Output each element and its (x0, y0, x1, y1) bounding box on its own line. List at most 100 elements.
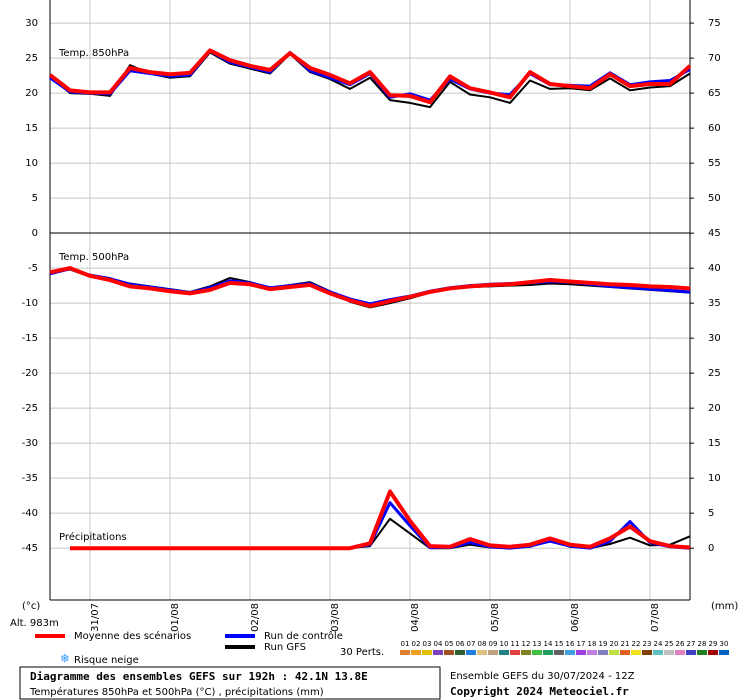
pert-swatch (686, 650, 696, 655)
y-tick-label: 5 (32, 193, 38, 204)
pert-swatch (499, 650, 509, 655)
y-tick-label: 15 (25, 123, 38, 134)
pert-label: 18 (588, 640, 597, 648)
y2-tick-label: 70 (708, 53, 721, 64)
x-tick-label: 03/08 (330, 603, 341, 632)
label-500: Temp. 500hPa (58, 252, 129, 263)
footer-box (19, 666, 441, 700)
y-tick-label: 20 (25, 88, 38, 99)
pert-label: 24 (654, 640, 663, 648)
pert-swatch (444, 650, 454, 655)
pert-label: 13 (533, 640, 542, 648)
pert-swatch (400, 650, 410, 655)
y2-tick-label: 35 (708, 298, 721, 309)
pert-label: 12 (522, 640, 531, 648)
y-unit: (°c) (22, 601, 40, 612)
pert-label: 27 (687, 640, 696, 648)
pert-label: 17 (577, 640, 586, 648)
pert-swatch (609, 650, 619, 655)
series-line (70, 501, 691, 550)
pert-swatch (521, 650, 531, 655)
pert-label: 26 (676, 640, 685, 648)
y2-tick-label: 65 (708, 88, 721, 99)
y-tick-label: -5 (28, 263, 38, 274)
y2-tick-label: 50 (708, 193, 721, 204)
pert-swatch (631, 650, 641, 655)
y2-tick-label: 15 (708, 438, 721, 449)
y2-tick-label: 60 (708, 123, 721, 134)
footer-title: Diagramme des ensembles GEFS sur 192h : … (30, 670, 368, 683)
x-tick-label: 04/08 (410, 603, 421, 632)
pert-label: 30 (720, 640, 729, 648)
copyright: Copyright 2024 Meteociel.fr (450, 685, 629, 698)
pert-swatch (422, 650, 432, 655)
pert-swatch (576, 650, 586, 655)
y-tick-label: 30 (25, 18, 38, 29)
pert-label: 01 (401, 640, 410, 648)
y-tick-label: 10 (25, 158, 38, 169)
series-line (70, 489, 691, 551)
pert-label: 05 (445, 640, 454, 648)
x-tick-label: 02/08 (250, 603, 261, 632)
y2-tick-label: 75 (708, 18, 721, 29)
series-line (49, 51, 691, 109)
pert-swatch (532, 650, 542, 655)
pert-swatch (675, 650, 685, 655)
altitude: Alt. 983m (10, 618, 59, 629)
y-tick-label: -25 (22, 403, 38, 414)
snow-label: Risque neige (74, 655, 139, 666)
pert-swatch (488, 650, 498, 655)
pert-label: 04 (434, 640, 443, 648)
pert-label: 19 (599, 640, 608, 648)
snow-icon: ❄ (60, 652, 70, 666)
x-tick-label: 01/08 (170, 603, 181, 632)
pert-swatch (477, 650, 487, 655)
y-tick-label: -45 (22, 543, 38, 554)
y2-tick-label: 5 (708, 508, 714, 519)
pert-label: 22 (632, 640, 641, 648)
y-tick-label: -35 (22, 473, 38, 484)
pert-label: 07 (467, 640, 476, 648)
pert-label: 02 (412, 640, 421, 648)
x-tick-label: 07/08 (650, 603, 661, 632)
y2-tick-label: 25 (708, 368, 721, 379)
pert-swatch (620, 650, 630, 655)
series-line (49, 266, 691, 308)
x-tick-label: 06/08 (570, 603, 581, 632)
y-tick-label: -40 (22, 508, 38, 519)
y2-tick-label: 40 (708, 263, 721, 274)
pert-swatch (433, 650, 443, 655)
run-label: Ensemble GEFS du 30/07/2024 - 12Z (450, 671, 635, 682)
pert-label: 15 (555, 640, 564, 648)
y-tick-label: -30 (22, 438, 38, 449)
y-tick-label: -20 (22, 368, 38, 379)
pert-label: 20 (610, 640, 619, 648)
pert-label: 29 (709, 640, 718, 648)
pert-swatch (565, 650, 575, 655)
pert-label: 16 (566, 640, 575, 648)
pert-label: 09 (489, 640, 498, 648)
pert-label: 28 (698, 640, 707, 648)
pert-swatch (510, 650, 520, 655)
pert-swatch (719, 650, 729, 655)
x-tick-label: 31/07 (90, 603, 101, 632)
y2-tick-label: 30 (708, 333, 721, 344)
footer-subtitle: Températures 850hPa et 500hPa (°C) , pré… (29, 686, 324, 698)
series-line (48, 48, 692, 105)
y2-unit: (mm) (711, 601, 738, 612)
label-precip: Précipitations (59, 531, 127, 543)
y-tick-label: 25 (25, 53, 38, 64)
pert-label: 03 (423, 640, 432, 648)
pert-label: 25 (665, 640, 674, 648)
x-tick-label: 05/08 (490, 603, 501, 632)
pert-swatch (543, 650, 553, 655)
pert-label: 10 (500, 640, 509, 648)
pert-swatch (642, 650, 652, 655)
y-tick-label: 0 (32, 228, 38, 239)
y-tick-label: -15 (22, 333, 38, 344)
y2-tick-label: 20 (708, 403, 721, 414)
y2-tick-label: 55 (708, 158, 721, 169)
pert-swatch (664, 650, 674, 655)
pert-swatch (466, 650, 476, 655)
